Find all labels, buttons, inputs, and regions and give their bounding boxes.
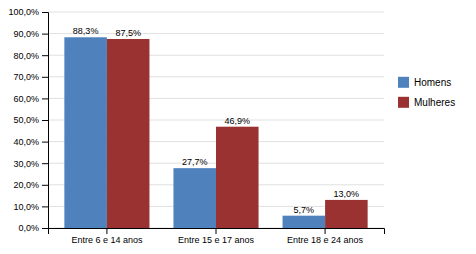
- tick-mark: [42, 120, 48, 121]
- tick-label: 10,0%: [13, 202, 39, 212]
- tick-mark: [42, 12, 48, 13]
- tick-mark: [325, 228, 326, 234]
- data-label: 13,0%: [334, 189, 360, 199]
- tick: Entre 18 e 24 anos: [287, 228, 364, 245]
- bar: [64, 37, 107, 228]
- tick: 0,0%: [18, 223, 48, 233]
- bar: [325, 200, 368, 228]
- tick-label: 70,0%: [13, 72, 39, 82]
- tick-label: Entre 15 e 17 anos: [178, 235, 255, 245]
- tick: 80,0%: [13, 51, 48, 61]
- tick: Entre 6 e 14 anos: [71, 228, 143, 245]
- tick-mark: [42, 228, 48, 229]
- tick-label: Entre 6 e 14 anos: [71, 235, 143, 245]
- tick-mark: [216, 228, 217, 234]
- tick-mark: [42, 34, 48, 35]
- plot: 0,0% 10,0% 20,0% 30,0% 40,0% 50,0% 60,0% 70,0% 8…: [8, 7, 384, 245]
- tick: 60,0%: [13, 94, 48, 104]
- tick-label: 40,0%: [13, 137, 39, 147]
- bar: [216, 127, 259, 228]
- bar: [283, 216, 326, 228]
- bar: [107, 39, 150, 228]
- data-label: 27,7%: [182, 157, 208, 167]
- data-label: 88,3%: [73, 26, 99, 36]
- tick-mark: [42, 77, 48, 78]
- legend-label: Mulheres: [414, 97, 455, 108]
- axis-domain: [42, 13, 49, 229]
- legend-label: Homens: [414, 77, 451, 88]
- legend-item: Mulheres: [398, 97, 455, 109]
- legend: Homens Mulheres: [398, 77, 455, 109]
- tick-label: 60,0%: [13, 94, 39, 104]
- data-label: 46,9%: [225, 116, 251, 126]
- legend-swatch: [398, 97, 409, 108]
- tick: 70,0%: [13, 72, 48, 82]
- tick-mark: [42, 185, 48, 186]
- series: [64, 37, 325, 228]
- tick-mark: [42, 142, 48, 143]
- tick: 90,0%: [13, 29, 48, 39]
- tick: 40,0%: [13, 137, 48, 147]
- tick-label: 20,0%: [13, 180, 39, 190]
- tick: 20,0%: [13, 180, 48, 190]
- tick-label: 0,0%: [18, 223, 39, 233]
- tick: 10,0%: [13, 202, 48, 212]
- tick-label: Entre 18 e 24 anos: [287, 235, 364, 245]
- tick-mark: [42, 206, 48, 207]
- tick: 100,0%: [8, 7, 48, 17]
- tick-label: 80,0%: [13, 51, 39, 61]
- grid: [48, 12, 384, 228]
- series: [107, 39, 368, 228]
- legend-swatch: [398, 77, 409, 88]
- axis-domain: [49, 229, 385, 235]
- y-axis: 0,0% 10,0% 20,0% 30,0% 40,0% 50,0% 60,0% 70,0% 8…: [8, 7, 48, 233]
- tick-mark: [42, 163, 48, 164]
- x-axis: Entre 6 e 14 anos Entre 15 e 17 anos Entre…: [49, 228, 385, 245]
- data-label: 87,5%: [115, 28, 141, 38]
- tick: 30,0%: [13, 159, 48, 169]
- tick-mark: [42, 55, 48, 56]
- bar: [173, 168, 216, 228]
- data-label: 5,7%: [294, 205, 315, 215]
- data-labels: 88,3% 27,7% 5,7% 87,5% 46,9% 13,0%: [73, 26, 359, 214]
- chart: 0,0% 10,0% 20,0% 30,0% 40,0% 50,0% 60,0% 70,0% 8…: [0, 0, 476, 254]
- tick-label: 50,0%: [13, 115, 39, 125]
- tick-mark: [106, 228, 107, 234]
- tick-label: 30,0%: [13, 159, 39, 169]
- tick-label: 90,0%: [13, 29, 39, 39]
- tick: Entre 15 e 17 anos: [178, 228, 255, 245]
- bars: [64, 37, 367, 228]
- grid-line: [48, 12, 384, 13]
- legend-item: Homens: [398, 77, 451, 89]
- tick-label: 100,0%: [8, 7, 39, 17]
- tick: 50,0%: [13, 115, 48, 125]
- tick-mark: [42, 98, 48, 99]
